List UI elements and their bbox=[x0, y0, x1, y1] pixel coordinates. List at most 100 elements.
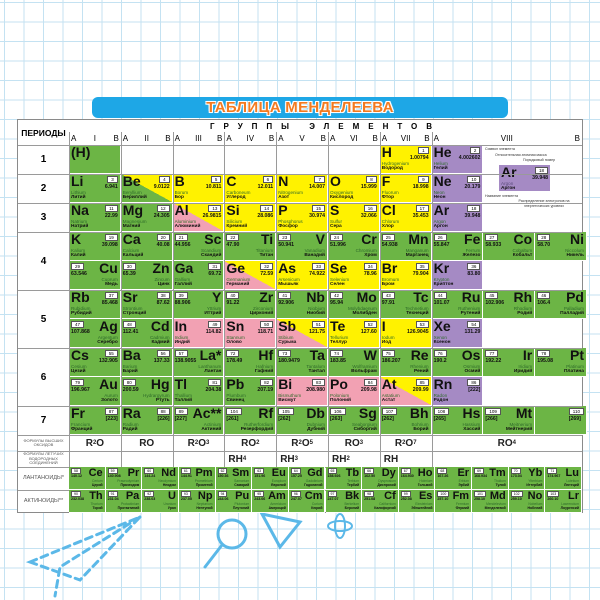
element-cell-Pm[interactable]: Pm 61 144.91 Promethium Прометий bbox=[178, 467, 216, 490]
element-cell-Ne[interactable]: Ne 10 20.179 Neon Неон bbox=[431, 174, 484, 203]
element-cell-No[interactable]: No 102 259.10 Nobelium Нобелий bbox=[508, 490, 546, 513]
element-cell-I[interactable]: I 53 126.9045 Iodum Иод bbox=[379, 319, 432, 348]
element-cell-Ta[interactable]: Ta 73 180.9479 Tantalum Тантал bbox=[276, 348, 328, 377]
element-cell-Lu[interactable]: Lu 71 174.967 Lutetium Лютеций bbox=[545, 467, 582, 490]
element-cell-He[interactable]: He 2 4.002602 Helium Гелий bbox=[431, 145, 484, 174]
element-cell-Ga[interactable]: Ga 31 69.72 Gallium Галлий bbox=[172, 261, 225, 290]
element-cell-Na[interactable]: Na 11 22.99 Natrium Натрий bbox=[69, 203, 121, 232]
element-cell-Sr[interactable]: Sr 38 87.62 Strontium Стронций bbox=[120, 290, 173, 319]
element-cell-Ce[interactable]: Ce 58 140.12 Cerium Церий bbox=[69, 467, 106, 490]
element-cell-Yb[interactable]: Yb 70 173.04 Ytterbium Иттербий bbox=[508, 467, 546, 490]
element-cell-F[interactable]: F 9 18.998 Fluorum Фтор bbox=[379, 174, 432, 203]
element-cell-Zn[interactable]: Zn 30 65.39 Zincum Цинк bbox=[120, 261, 173, 290]
element-cell-Tm[interactable]: Tm 69 168.934 Thulium Тулий bbox=[472, 467, 509, 490]
element-cell-Ni[interactable]: Ni 28 58.70 Niccolum Никель bbox=[535, 232, 587, 261]
element-cell-Rh[interactable]: Rh 45 102.906 Rhodium Родий bbox=[483, 290, 536, 319]
element-cell-Rb[interactable]: Rb 37 85.468 Rubidium Рубидий bbox=[69, 290, 121, 319]
element-cell-Li[interactable]: Li 3 6.941 Lithium Литий bbox=[69, 174, 121, 203]
element-cell-W[interactable]: W 74 183.85 Wolframium Вольфрам bbox=[328, 348, 380, 377]
element-cell-H[interactable]: H 1 1.00794 Hydrogenium Водород bbox=[379, 145, 432, 174]
element-cell-Np[interactable]: Np 93 237.05 Neptunium Нептуний bbox=[178, 490, 216, 513]
element-cell-Hg[interactable]: Hg 80 200.59 Hydrargyrum Ртуть bbox=[120, 377, 173, 406]
element-cell-Re[interactable]: Re 75 186.207 Rhenium Рений bbox=[379, 348, 432, 377]
element-cell-Si[interactable]: Si 14 28.086 Silicium Кремний bbox=[224, 203, 277, 232]
element-cell-Mg[interactable]: Mg 12 24.305 Magnesium Магний bbox=[120, 203, 173, 232]
element-cell-Au[interactable]: Au 79 196.967 Aurum Золото bbox=[69, 377, 121, 406]
element-cell-Fe[interactable]: Fe 26 55.847 Ferrum Железо bbox=[431, 232, 484, 261]
element-cell-Mt[interactable]: Mt 109 [266] Meitnerium Мейтнерий bbox=[483, 406, 536, 435]
element-cell-Ac[interactable]: Ac** 89 [227] Actinium Актиний bbox=[172, 406, 225, 435]
element-cell-Pd[interactable]: Pd 46 106.4 Palladium Палладий bbox=[535, 290, 587, 319]
element-cell-Pa[interactable]: Pa 91 231.04 Protactinium Протактиний bbox=[105, 490, 143, 513]
element-cell-Mn[interactable]: Mn 25 54.938 Manganum Марганец bbox=[379, 232, 432, 261]
element-cell-Lr[interactable]: Lr 103 260.10 Lawrencium Лоуренсий bbox=[545, 490, 582, 513]
element-cell-Th[interactable]: Th 90 232.038 Thorium Торий bbox=[69, 490, 106, 513]
element-cell-Nd[interactable]: Nd 60 144.24 Neodymium Неодим bbox=[142, 467, 179, 490]
element-cell-Ca[interactable]: Ca 20 40.08 Calcium Кальций bbox=[120, 232, 173, 261]
element-cell-Ir[interactable]: Ir 77 192.22 Iridium Иридий bbox=[483, 348, 536, 377]
element-cell-Tc[interactable]: Tc 43 97.91 Technetium Технеций bbox=[379, 290, 432, 319]
element-cell-Tl[interactable]: Tl 81 204.38 Thallium Таллий bbox=[172, 377, 225, 406]
element-cell-Sm[interactable]: Sm 62 150.36 Samarium Самарий bbox=[215, 467, 253, 490]
element-cell-As[interactable]: As 33 74.922 Arsenicum Мышьяк bbox=[276, 261, 328, 290]
element-cell-P[interactable]: P 15 30.974 Phosphorus Фосфор bbox=[276, 203, 328, 232]
element-cell-Ti[interactable]: Ti 22 47.90 Titanium Титан bbox=[224, 232, 277, 261]
element-cell-Be[interactable]: Be 4 9.0122 Beryllium Бериллий bbox=[120, 174, 173, 203]
element-cell-Cr[interactable]: Cr 24 51.996 Chromium Хром bbox=[328, 232, 380, 261]
element-cell-Ru[interactable]: Ru 44 101.07 Ruthenium Рутений bbox=[431, 290, 484, 319]
element-cell-Sn[interactable]: Sn 50 118.71 Stannum Олово bbox=[224, 319, 277, 348]
element-cell-Y[interactable]: Y 39 88.906 Yttrium Иттрий bbox=[172, 290, 225, 319]
element-cell-Sb[interactable]: Sb 51 121.75 Stibium Сурьма bbox=[276, 319, 328, 348]
element-cell-Cm[interactable]: Cm 96 247.07 Curium Кюрий bbox=[288, 490, 326, 513]
element-cell-Kr[interactable]: Kr 36 83.80 Krypton Криптон bbox=[431, 261, 484, 290]
element-cell-Cs[interactable]: Cs 55 132.905 Cesium Цезий bbox=[69, 348, 121, 377]
element-cell-Se[interactable]: Se 34 78.96 Selenium Селен bbox=[328, 261, 380, 290]
element-cell-C[interactable]: C 6 12.011 Carboneum Углерод bbox=[224, 174, 277, 203]
element-cell-Fr[interactable]: Fr 87 [223] Francium Франций bbox=[69, 406, 121, 435]
element-cell-Ba[interactable]: Ba 56 137.33 Barium Барий bbox=[120, 348, 173, 377]
element-cell-In[interactable]: In 49 114.82 Indium Индий bbox=[172, 319, 225, 348]
element-cell-Bh[interactable]: Bh 107 [262] Bohrium Борий bbox=[379, 406, 432, 435]
element-cell-Eu[interactable]: Eu 63 151.96 Europium Европий bbox=[252, 467, 289, 490]
element-cell-Nb[interactable]: Nb 41 92.906 Niobium Ниобий bbox=[276, 290, 328, 319]
element-cell-Te[interactable]: Te 52 127.60 Tellurium Теллур bbox=[328, 319, 380, 348]
element-cell-La[interactable]: La* 57 138.9055 Lanthanum Лантан bbox=[172, 348, 225, 377]
element-cell-Os[interactable]: Os 76 190.2 Osmium Осмий bbox=[431, 348, 484, 377]
element-cell-Rf[interactable]: Rf 104 [261] Rutherfordium Резерфордий bbox=[224, 406, 277, 435]
element-cell-Ag[interactable]: Ag 47 107.868 Argentum Серебро bbox=[69, 319, 121, 348]
element-cell-Pu[interactable]: Pu 94 244.06 Plutonium Плутоний bbox=[215, 490, 253, 513]
element-cell-V[interactable]: V 23 50.941 Vanadium Ванадий bbox=[276, 232, 328, 261]
element-cell-Md[interactable]: Md 101 258.10 Mendelevium Менделевий bbox=[472, 490, 509, 513]
element-cell-Ar[interactable]: Ar 18 39.948 Argon Аргон bbox=[431, 203, 484, 232]
element-cell-Ge[interactable]: Ge 32 72.59 Germanium Германий bbox=[224, 261, 277, 290]
element-cell-Db[interactable]: Db 105 [262] Dubnium Дубний bbox=[276, 406, 328, 435]
element-cell-Cf[interactable]: Cf 98 251.08 Californium Калифорний bbox=[362, 490, 399, 513]
element-cell-Er[interactable]: Er 68 167.26 Erbium Эрбий bbox=[435, 467, 473, 490]
element-cell-B[interactable]: B 5 10.811 Borum Бор bbox=[172, 174, 225, 203]
element-cell-Es[interactable]: Es 99 252.08 Einsteinium Эйнштейний bbox=[398, 490, 436, 513]
element-cell-Bi[interactable]: Bi 83 208.980 Bismuthum Висмут bbox=[276, 377, 328, 406]
element-cell-K[interactable]: K 19 39.098 Kalium Калий bbox=[69, 232, 121, 261]
element-cell-Ra[interactable]: Ra 88 [226] Radium Радий bbox=[120, 406, 173, 435]
element-cell-Bk[interactable]: Bk 97 247.07 Berkelium Берклий bbox=[325, 490, 363, 513]
element-cell-Sc[interactable]: Sc 21 44.956 Scandium Скандий bbox=[172, 232, 225, 261]
element-cell-O[interactable]: O 8 15.999 Oxygenium Кислород bbox=[328, 174, 380, 203]
element-cell-Gd[interactable]: Gd 64 157.25 Gadolinium Гадолиний bbox=[288, 467, 326, 490]
element-cell-Pt[interactable]: Pt 78 195.08 Platinum Платина bbox=[535, 348, 587, 377]
element-cell-Dy[interactable]: Dy 66 162.50 Dysprosium Диспрозий bbox=[362, 467, 399, 490]
element-cell-Hf[interactable]: Hf 72 178.49 Hafnium Гафний bbox=[224, 348, 277, 377]
element-cell-S[interactable]: S 16 32.066 Sulfur Сера bbox=[328, 203, 380, 232]
element-cell-Al[interactable]: Al 13 26.9815 Aluminium Алюминий bbox=[172, 203, 225, 232]
element-cell-Tb[interactable]: Tb 65 158.926 Terbium Тербий bbox=[325, 467, 363, 490]
element-cell-Pr[interactable]: Pr 59 140.908 Praseodymium Празеодим bbox=[105, 467, 143, 490]
element-cell-H[interactable]: (H) bbox=[69, 145, 121, 174]
element-cell-Zr[interactable]: Zr 40 91.22 Zirconium Цирконий bbox=[224, 290, 277, 319]
element-cell-Hs[interactable]: Hs 108 [265] Hassium Хассий bbox=[431, 406, 484, 435]
element-cell-Po[interactable]: Po 84 209.98 Polonium Полоний bbox=[328, 377, 380, 406]
element-cell-Xe[interactable]: Xe 54 131.29 Xenon Ксенон bbox=[431, 319, 484, 348]
element-cell-At[interactable]: At 85 209.99 Astatium Астат bbox=[379, 377, 432, 406]
element-cell-U[interactable]: U 92 238.03 Uranium Уран bbox=[142, 490, 179, 513]
element-cell-Ho[interactable]: Ho 67 164.930 Holmium Гольмий bbox=[398, 467, 436, 490]
element-cell-Fm[interactable]: Fm 100 257.10 Fermium Фермий bbox=[435, 490, 473, 513]
element-cell-Cl[interactable]: Cl 17 35.453 Chlorum Хлор bbox=[379, 203, 432, 232]
